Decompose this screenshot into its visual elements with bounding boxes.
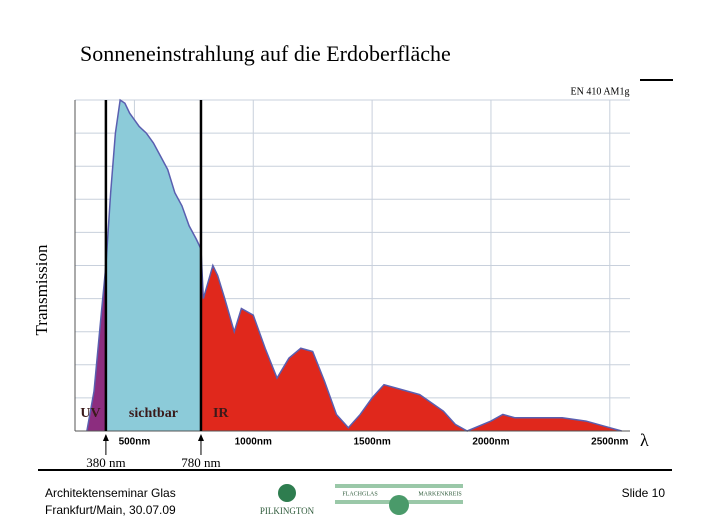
x-tick-label: 2500nm (591, 437, 628, 448)
marker-label: 780 nm (181, 455, 220, 470)
logo-band (335, 484, 463, 488)
x-axis-label: λ (640, 430, 649, 450)
marker-arrowhead (197, 434, 204, 441)
x-tick-label: 2000nm (472, 437, 509, 448)
line (86, 98, 622, 432)
note: EN 410 AM1g (571, 86, 630, 97)
logo-text: FLACHGLAS (342, 491, 377, 497)
logo-icon (389, 495, 409, 515)
x-tick-label: 500nm (119, 437, 151, 448)
logo-icon (278, 484, 296, 502)
chart-title: Sonneneinstrahlung auf die Erdoberfläche (80, 41, 451, 66)
marker-label: 380 nm (86, 455, 125, 470)
footer-text: Architektenseminar Glas (45, 486, 176, 500)
region-label: sichtbar (129, 406, 178, 421)
region-label: UV (80, 406, 100, 421)
y-axis-label: Transmission (32, 244, 51, 336)
x-tick-label: 1500nm (353, 437, 390, 448)
logo-text: MARKENKREIS (418, 491, 461, 497)
marker-arrowhead (102, 434, 109, 441)
footer-text: Frankfurt/Main, 30.07.09 (45, 503, 176, 517)
slide-number: Slide 10 (622, 486, 666, 500)
logo-text: PILKINGTON (260, 506, 315, 516)
x-tick-label: 1000nm (235, 437, 272, 448)
region-label: IR (213, 406, 229, 421)
area (86, 100, 622, 431)
